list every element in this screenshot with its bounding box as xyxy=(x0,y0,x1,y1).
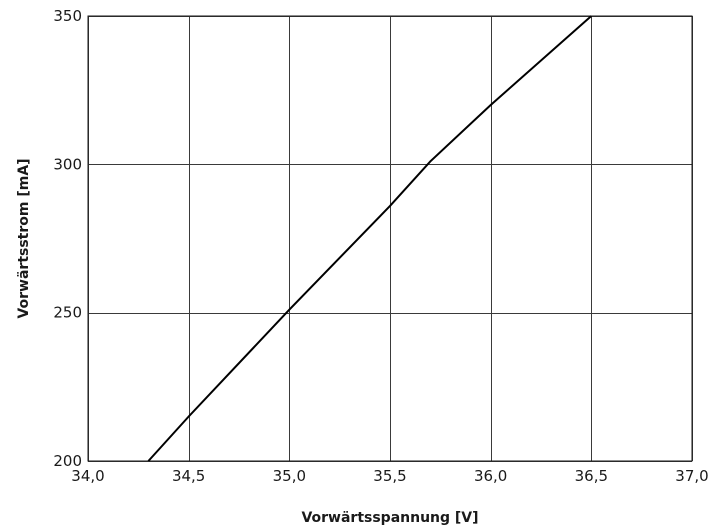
x-grid-lines xyxy=(88,16,693,461)
y-tick-label: 200 xyxy=(53,452,82,470)
series-line-0 xyxy=(147,15,592,462)
x-tick-label: 35,0 xyxy=(273,467,306,485)
x-tick-labels: 34,0 34,5 35,0 35,5 36,0 36,5 37,0 xyxy=(71,467,708,485)
y-axis-label: Vorwärtsstrom [mA] xyxy=(16,158,32,318)
y-tick-label: 250 xyxy=(53,304,82,322)
y-tick-labels: 200 250 300 350 xyxy=(53,7,82,470)
x-tick-label: 34,5 xyxy=(172,467,205,485)
series-layer xyxy=(147,15,592,462)
x-tick-label: 34,0 xyxy=(71,467,104,485)
plot-frame xyxy=(87,15,693,462)
y-tick-label: 300 xyxy=(53,155,82,173)
x-tick-label: 37,0 xyxy=(675,467,708,485)
x-tick-label: 36,0 xyxy=(474,467,507,485)
x-tick-label: 35,5 xyxy=(373,467,406,485)
y-tick-label: 350 xyxy=(53,7,82,25)
x-axis-label: Vorwärtsspannung [V] xyxy=(301,510,478,526)
x-tick-label: 36,5 xyxy=(575,467,608,485)
